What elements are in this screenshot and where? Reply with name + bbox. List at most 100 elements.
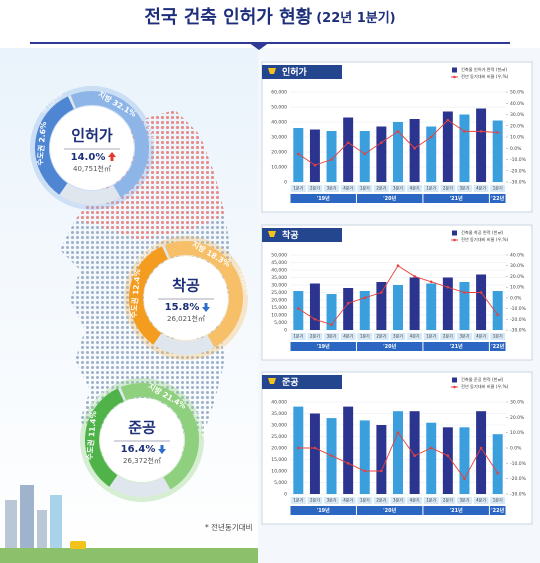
title-pointer bbox=[248, 42, 270, 50]
line-marker bbox=[429, 280, 433, 284]
x-tick-label: 2분기 bbox=[310, 185, 320, 191]
y-tick-label: 0 bbox=[284, 328, 287, 334]
line-marker bbox=[446, 118, 450, 122]
bar bbox=[476, 274, 487, 330]
x-tick-label: 1분기 bbox=[293, 497, 303, 503]
bar bbox=[426, 126, 437, 182]
bar bbox=[309, 129, 320, 182]
chart-title: 준공 bbox=[282, 377, 299, 388]
category-box bbox=[440, 497, 456, 504]
bar bbox=[359, 420, 370, 494]
bar bbox=[492, 434, 503, 494]
year-label: '21년 bbox=[450, 507, 463, 514]
title-rule bbox=[30, 42, 510, 44]
bar bbox=[359, 291, 370, 330]
skyline bbox=[0, 485, 258, 563]
donut-change: 16.4% bbox=[121, 444, 156, 455]
donut-segment bbox=[120, 383, 199, 490]
donut: 수도권 12.4%지방 18.3%12,611천㎡13,410천㎡착공15.8%… bbox=[124, 236, 251, 360]
donut-change: 15.8% bbox=[165, 302, 200, 313]
category-box bbox=[307, 497, 323, 504]
donut: 수도권 11.4%지방 21.4%13,675천㎡12,697천㎡준공16.4%… bbox=[80, 378, 207, 502]
title: 전국 건축 인허가 현황 (22년 1분기) bbox=[144, 7, 395, 28]
bar bbox=[442, 111, 453, 182]
chart-title: 착공 bbox=[282, 229, 299, 241]
y-tick-label: 40,000 bbox=[271, 268, 287, 274]
title-main: 전국 건축 인허가 현황 bbox=[144, 7, 312, 28]
bar bbox=[359, 131, 370, 182]
category-box bbox=[390, 185, 406, 192]
trend-arrow bbox=[108, 152, 116, 161]
y2-tick-label: -30.0% bbox=[510, 180, 527, 186]
bar bbox=[459, 114, 470, 182]
x-tick-label: 4분기 bbox=[343, 497, 353, 503]
x-tick-label: 1분기 bbox=[493, 497, 503, 503]
x-tick-label: 4분기 bbox=[476, 185, 486, 191]
title-sub: (22년 1분기) bbox=[316, 11, 395, 26]
line-marker bbox=[429, 135, 433, 139]
legend-label: 전년 동기대비 비율 (우,%) bbox=[461, 236, 509, 243]
y-tick-label: 35,000 bbox=[271, 275, 287, 281]
building bbox=[37, 510, 47, 563]
segment-label: 수도권 12.4% bbox=[128, 268, 142, 318]
x-tick-label: 3분기 bbox=[393, 333, 403, 339]
y2-tick-label: 0.0% bbox=[510, 446, 522, 452]
trend-arrow bbox=[158, 445, 166, 454]
line-marker bbox=[396, 431, 400, 434]
donut-name: 착공 bbox=[172, 277, 200, 295]
bar bbox=[409, 119, 420, 182]
category-box bbox=[490, 497, 506, 504]
x-tick-label: 4분기 bbox=[343, 185, 353, 191]
category-box bbox=[373, 333, 389, 340]
year-label: '19년 bbox=[317, 507, 330, 514]
x-tick-label: 1분기 bbox=[493, 333, 503, 339]
category-box bbox=[340, 497, 356, 504]
category-box bbox=[290, 497, 306, 504]
donut-segment bbox=[70, 91, 149, 198]
year-label: '22년 bbox=[491, 343, 504, 350]
line-marker bbox=[297, 152, 300, 156]
bar bbox=[459, 427, 470, 494]
line-marker bbox=[479, 446, 483, 450]
category-box bbox=[490, 185, 506, 192]
year-box bbox=[423, 506, 489, 515]
line-marker bbox=[346, 301, 350, 305]
category-box bbox=[440, 185, 456, 192]
x-tick-label: 1분기 bbox=[360, 333, 370, 339]
chart: 착공 건축물 착공 면적 (천㎡)전년 동기대비 비율 (우,%)05,00010… bbox=[261, 224, 533, 361]
y2-tick-label: 30.0% bbox=[510, 112, 525, 118]
year-label: '22년 bbox=[491, 195, 504, 202]
y2-tick-label: 10.0% bbox=[510, 430, 525, 436]
charts: 인허가 건축물 인허가 면적 (천㎡)전년 동기대비 비율 (우,%)010,00… bbox=[261, 61, 533, 525]
x-tick-label: 1분기 bbox=[493, 185, 503, 191]
category-box bbox=[423, 497, 439, 504]
x-tick-label: 3분기 bbox=[460, 497, 470, 503]
x-tick-label: 2분기 bbox=[443, 497, 453, 503]
x-tick-label: 1분기 bbox=[426, 497, 436, 503]
x-tick-label: 4분기 bbox=[476, 333, 486, 339]
donut-change: 14.0% bbox=[71, 152, 106, 163]
legend-swatch bbox=[452, 230, 457, 236]
bar bbox=[326, 131, 337, 182]
category-box bbox=[340, 333, 356, 340]
line-marker bbox=[380, 291, 383, 294]
bar bbox=[309, 413, 320, 494]
legend-label: 건축물 준공 면적 (천㎡) bbox=[461, 376, 504, 383]
bar bbox=[476, 108, 487, 182]
x-tick-label: 3분기 bbox=[327, 333, 337, 339]
chart-tab bbox=[262, 228, 342, 242]
line-marker bbox=[380, 141, 383, 144]
category-box bbox=[456, 497, 472, 504]
y2-tick-label: -20.0% bbox=[510, 476, 527, 482]
year-box bbox=[290, 342, 356, 351]
line-marker bbox=[313, 317, 317, 321]
line-marker bbox=[297, 446, 300, 450]
y2-tick-label: 40.0% bbox=[510, 101, 525, 107]
bar bbox=[459, 282, 470, 330]
y2-tick-label: 10.0% bbox=[510, 135, 525, 141]
year-label: '20년 bbox=[383, 195, 396, 202]
category-box bbox=[407, 185, 423, 192]
donut: 수도권 2.6%지방 32.1%18,118천㎡22,633천㎡인허가14.0%… bbox=[30, 86, 157, 210]
y2-tick-label: 50.0% bbox=[510, 90, 525, 96]
